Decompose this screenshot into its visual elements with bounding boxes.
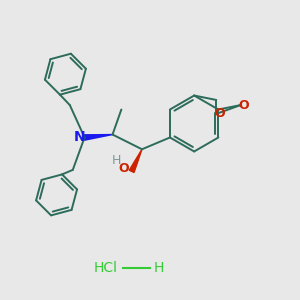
Polygon shape (129, 149, 142, 172)
Polygon shape (84, 134, 112, 140)
Text: O: O (118, 163, 129, 176)
Text: HCl: HCl (94, 261, 118, 275)
Text: O: O (214, 107, 225, 120)
Text: H: H (112, 154, 121, 167)
Text: H: H (154, 261, 164, 275)
Text: O: O (239, 99, 249, 112)
Text: N: N (74, 130, 85, 145)
